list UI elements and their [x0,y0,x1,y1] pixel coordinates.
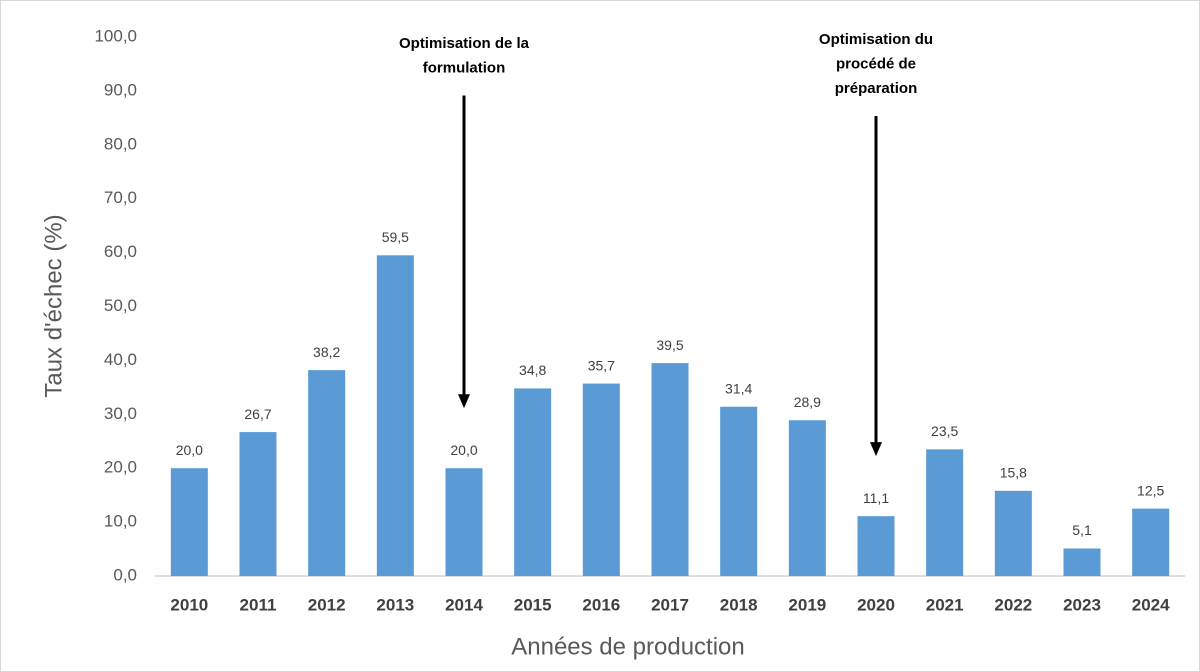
bar [857,516,895,576]
x-tick-label: 2010 [170,595,208,614]
value-label: 20,0 [176,442,203,458]
value-label: 26,7 [244,406,271,422]
annotation-text: Optimisation du [819,31,933,48]
y-tick-label: 60,0 [104,242,137,261]
value-label: 28,9 [794,394,821,410]
x-tick-label: 2013 [376,595,414,614]
x-axis-title: Années de production [511,633,745,660]
value-label: 20,0 [450,442,477,458]
bar [514,388,552,576]
x-tick-label: 2015 [514,595,552,614]
y-tick-label: 40,0 [104,350,137,369]
x-tick-label: 2018 [720,595,758,614]
bar [376,255,414,577]
bar [445,468,483,576]
value-label: 38,2 [313,344,340,360]
x-tick-label: 2020 [857,595,895,614]
y-tick-label: 80,0 [104,134,137,153]
value-label: 31,4 [725,380,752,396]
x-tick-label: 2021 [926,595,964,614]
y-tick-label: 0,0 [113,565,137,584]
value-label: 39,5 [656,337,683,353]
value-label: 15,8 [1000,465,1027,481]
y-tick-label: 30,0 [104,404,137,423]
annotation-arrowhead [458,394,470,409]
bar [994,490,1032,576]
value-label: 59,5 [382,229,409,245]
annotation-text: Optimisation de la [399,35,530,52]
bar [720,406,758,576]
y-tick-label: 10,0 [104,512,137,531]
annotation-arrowhead [870,442,882,457]
x-tick-label: 2011 [240,595,277,614]
annotation-text: procédé de [836,55,916,72]
x-tick-label: 2024 [1132,595,1170,614]
annotation-text: formulation [423,59,506,76]
y-tick-label: 50,0 [104,296,137,315]
y-tick-label: 70,0 [104,188,137,207]
y-tick-label: 20,0 [104,458,137,477]
bar [582,383,620,576]
y-tick-label: 100,0 [94,26,137,45]
value-label: 5,1 [1072,522,1092,538]
value-label: 23,5 [931,423,958,439]
x-tick-label: 2019 [788,595,826,614]
x-tick-label: 2014 [445,595,483,614]
bar [788,420,826,576]
bar [170,468,208,576]
bar [308,370,346,576]
x-tick-label: 2022 [994,595,1032,614]
x-tick-label: 2023 [1063,595,1101,614]
x-tick-label: 2012 [308,595,346,614]
value-label: 35,7 [588,357,615,373]
bar [651,363,689,576]
x-tick-label: 2016 [582,595,620,614]
annotation-text: préparation [835,80,918,97]
y-axis-title: Taux d'échec (%) [40,214,67,397]
bar [1063,548,1101,576]
value-label: 12,5 [1137,482,1164,498]
x-tick-label: 2017 [651,595,689,614]
bar [1132,508,1170,576]
value-label: 34,8 [519,362,546,378]
bar [926,449,964,576]
bar [239,432,277,576]
value-label: 11,1 [863,490,889,506]
y-tick-label: 90,0 [104,80,137,99]
